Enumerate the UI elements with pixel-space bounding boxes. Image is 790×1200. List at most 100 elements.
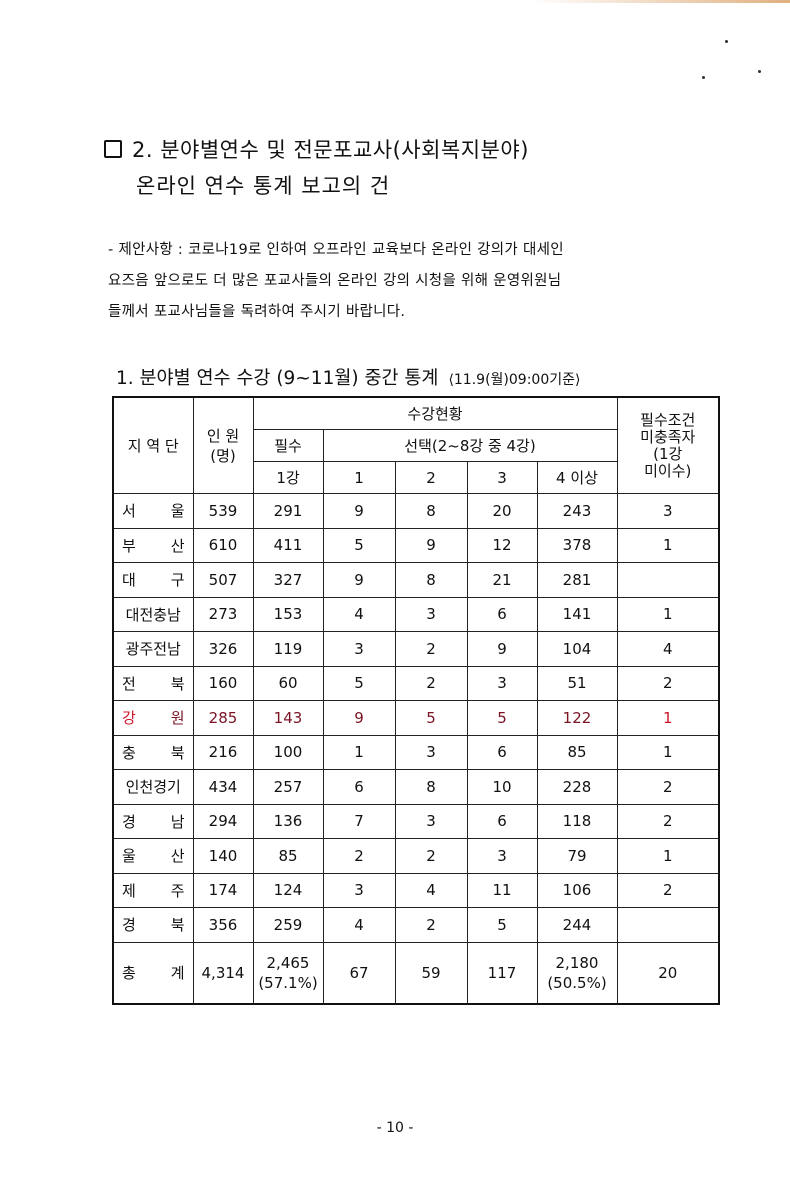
scan-edge bbox=[530, 0, 790, 3]
elective-cell-e4: 281 bbox=[536, 562, 618, 598]
count-cell: 273 bbox=[192, 596, 254, 632]
elective-cell-e3: 5 bbox=[466, 700, 538, 736]
elective-cell-e1: 9 bbox=[322, 700, 396, 736]
table-row: 충 북 216 100 1 3 6 85 1 bbox=[112, 734, 720, 770]
required-cell: 257 bbox=[252, 769, 324, 805]
count-cell: 539 bbox=[192, 493, 254, 529]
region-char: 남 bbox=[170, 812, 185, 831]
elective-cell-e2: 8 bbox=[394, 562, 468, 598]
region-char: 인천경기 bbox=[125, 778, 181, 797]
elective-cell-e3: 6 bbox=[466, 803, 538, 839]
elective-4-percent: (50.5%) bbox=[547, 973, 607, 992]
region-char: 주 bbox=[170, 881, 185, 900]
region-char: 경 bbox=[122, 916, 136, 935]
section-title: 2. 분야별연수 및 전문포교사(사회복지분야) bbox=[104, 134, 529, 164]
elective-cell-e2: 2 bbox=[394, 838, 468, 874]
elective-cell-e2: 2 bbox=[394, 665, 468, 701]
total-row: 총 계 4,314 2,465 (57.1%) 67 59 117 2,180 (50.5%) 20 bbox=[112, 941, 720, 1004]
count-cell: 285 bbox=[192, 700, 254, 736]
unmet-cell: 1 bbox=[616, 700, 720, 736]
elective-cell-e4: 79 bbox=[536, 838, 618, 874]
elective-cell-e4: 141 bbox=[536, 596, 618, 632]
count-cell: 4,314 bbox=[192, 941, 254, 1004]
header-el-2: 2 bbox=[394, 461, 468, 494]
required-percent: (57.1%) bbox=[258, 973, 318, 992]
count-cell: 507 bbox=[192, 562, 254, 598]
elective-cell-e1: 67 bbox=[322, 941, 396, 1004]
region-name: 인천경기 bbox=[114, 776, 193, 797]
required-cell: 2,465 (57.1%) bbox=[252, 941, 324, 1004]
region-char: 경 bbox=[122, 812, 136, 831]
header-count: 인 원 (명) bbox=[192, 396, 254, 494]
elective-cell-e2: 3 bbox=[394, 803, 468, 839]
elective-cell-e3: 10 bbox=[466, 769, 538, 805]
elective-cell-e4: 243 bbox=[536, 493, 618, 529]
scan-speck bbox=[725, 40, 728, 43]
proposal-line: 들께서 포교사님들을 독려하여 주시기 바랍니다. bbox=[108, 304, 406, 320]
elective-cell-e4: 118 bbox=[536, 803, 618, 839]
unmet-cell bbox=[616, 562, 720, 598]
region-char: 제 bbox=[122, 881, 136, 900]
header-elective: 선택(2~8강 중 4강) bbox=[322, 429, 618, 462]
region-char: 북 bbox=[170, 674, 185, 693]
table-row: 대전충남 273 153 4 3 6 141 1 bbox=[112, 596, 720, 632]
region-cell: 대전충남 bbox=[112, 596, 194, 632]
elective-cell-e3: 21 bbox=[466, 562, 538, 598]
elective-cell-e3: 6 bbox=[466, 734, 538, 770]
elective-cell-e1: 7 bbox=[322, 803, 396, 839]
elective-cell-e2: 2 bbox=[394, 907, 468, 943]
elective-cell-e4: 228 bbox=[536, 769, 618, 805]
required-cell: 259 bbox=[252, 907, 324, 943]
elective-cell-e4: 122 bbox=[536, 700, 618, 736]
region-char: 대전충남 bbox=[125, 605, 181, 624]
elective-cell-e4: 104 bbox=[536, 631, 618, 667]
required-cell: 291 bbox=[252, 493, 324, 529]
elective-cell-e3: 12 bbox=[466, 527, 538, 563]
elective-cell-e4: 2,180 (50.5%) bbox=[536, 941, 618, 1004]
required-cell: 327 bbox=[252, 562, 324, 598]
count-cell: 326 bbox=[192, 631, 254, 667]
region-char: 충 bbox=[122, 743, 136, 762]
required-cell: 143 bbox=[252, 700, 324, 736]
elective-cell-e4: 378 bbox=[536, 527, 618, 563]
elective-cell-e1: 9 bbox=[322, 562, 396, 598]
table-basis: ⟨11.9(월)09:00기준⟩ bbox=[448, 372, 581, 388]
elective-cell-e2: 59 bbox=[394, 941, 468, 1004]
elective-cell-e2: 5 bbox=[394, 700, 468, 736]
elective-cell-e1: 3 bbox=[322, 631, 396, 667]
elective-cell-e2: 8 bbox=[394, 493, 468, 529]
proposal-text: - 제안사항 : 코로나19로 인하여 오프라인 교육보다 온라인 강의가 대세… bbox=[108, 235, 708, 328]
unmet-cell: 2 bbox=[616, 665, 720, 701]
region-char: 서 bbox=[122, 502, 136, 521]
elective-cell-e2: 3 bbox=[394, 734, 468, 770]
required-cell: 60 bbox=[252, 665, 324, 701]
elective-cell-e2: 8 bbox=[394, 769, 468, 805]
elective-cell-e3: 3 bbox=[466, 838, 538, 874]
elective-cell-e2: 2 bbox=[394, 631, 468, 667]
region-char: 총 bbox=[122, 963, 136, 982]
table-row: 인천경기 434 257 6 8 10 228 2 bbox=[112, 769, 720, 805]
header-required: 필수 bbox=[252, 429, 324, 462]
elective-cell-e1: 4 bbox=[322, 596, 396, 632]
region-char: 부 bbox=[122, 536, 136, 555]
elective-cell-e1: 5 bbox=[322, 665, 396, 701]
elective-cell-e1: 2 bbox=[322, 838, 396, 874]
elective-4-value: 2,180 bbox=[555, 953, 599, 972]
region-char: 북 bbox=[170, 916, 185, 935]
region-char: 원 bbox=[170, 709, 185, 728]
region-name: 광주전남 bbox=[114, 638, 193, 659]
table-row: 경 북 356 259 4 2 5 244 bbox=[112, 907, 720, 943]
header-region: 지 역 단 bbox=[112, 396, 194, 494]
count-cell: 140 bbox=[192, 838, 254, 874]
